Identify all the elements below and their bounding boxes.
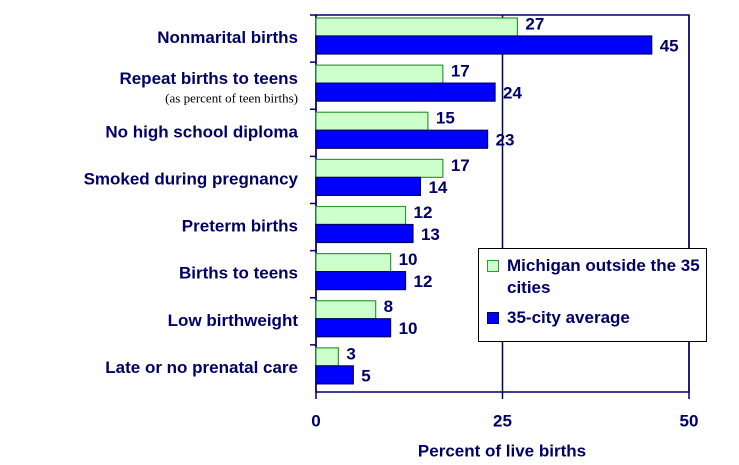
legend-item: 35-city average [483, 307, 702, 329]
bar [315, 64, 444, 84]
bar [315, 318, 392, 338]
value-label: 14 [428, 178, 447, 197]
x-tick-label: 25 [493, 411, 512, 430]
category-label: Smoked during pregnancy [84, 169, 299, 188]
value-label: 17 [451, 156, 470, 175]
category-label: Preterm births [182, 217, 298, 236]
legend-label: 35-city average [507, 308, 630, 327]
x-tick-label: 0 [311, 411, 320, 430]
value-label: 23 [496, 131, 515, 150]
legend-label: Michigan outside the 35 cities [507, 256, 700, 297]
value-label: 27 [525, 14, 544, 33]
category-label: Repeat births to teens [119, 69, 298, 88]
legend-item: Michigan outside the 35 cities [483, 255, 702, 299]
bar [315, 365, 354, 385]
bar [315, 82, 496, 102]
bar [315, 176, 422, 196]
value-label: 24 [503, 84, 522, 103]
value-label: 5 [361, 366, 370, 385]
bar [315, 35, 653, 55]
x-tick-label: 50 [680, 411, 699, 430]
value-label: 12 [414, 203, 433, 222]
bar [315, 111, 429, 131]
bar [315, 347, 339, 367]
category-note: (as percent of teen births) [165, 91, 298, 106]
bar [315, 223, 414, 244]
bar [315, 158, 444, 178]
value-label: 10 [399, 250, 418, 269]
bar [315, 205, 407, 226]
legend-swatch [487, 312, 499, 324]
x-axis-title: Percent of live births [418, 441, 586, 460]
value-label: 3 [346, 344, 355, 363]
category-label: Low birthweight [168, 311, 299, 330]
value-label: 45 [660, 36, 679, 55]
bar [315, 300, 377, 320]
legend: Michigan outside the 35 cities 35-city av… [478, 248, 707, 342]
value-label: 15 [436, 109, 455, 128]
value-label: 13 [421, 225, 440, 244]
bar [315, 271, 407, 291]
legend-swatch [487, 260, 499, 272]
value-label: 17 [451, 62, 470, 81]
value-label: 8 [384, 297, 393, 316]
bar [315, 253, 392, 273]
category-label: Nonmarital births [157, 28, 298, 47]
value-label: 10 [399, 319, 418, 338]
bar [315, 17, 519, 37]
category-label: Late or no prenatal care [105, 358, 298, 377]
bar [315, 129, 489, 149]
category-label: Births to teens [179, 264, 298, 283]
value-label: 12 [414, 272, 433, 291]
category-label: No high school diploma [105, 122, 298, 141]
